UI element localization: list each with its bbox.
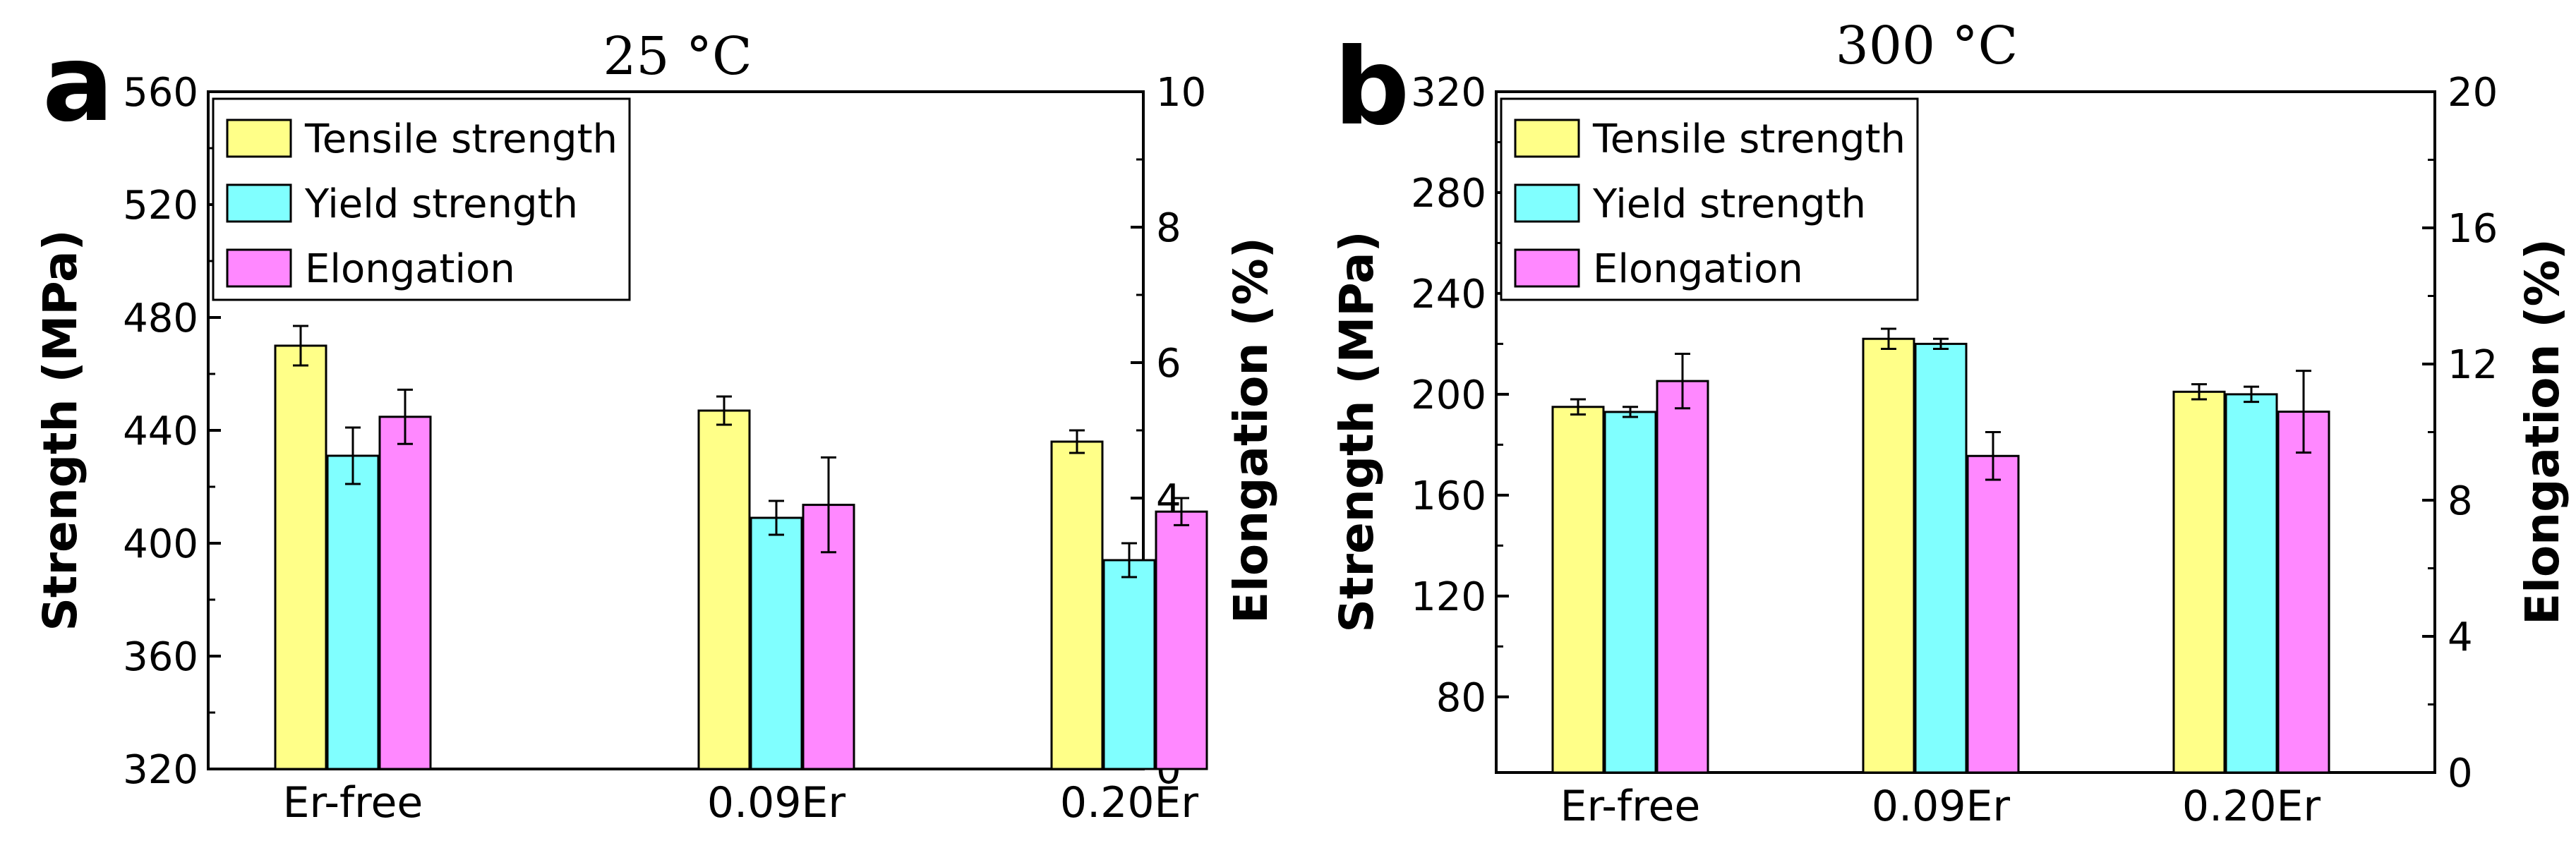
legend: Tensile strength Yield strength Elongati… [1500,97,1919,301]
bar-tensile-strength-0-20er [1050,440,1104,770]
bar-tensile-strength-er-free [1551,406,1605,774]
y-tick-label: 320 [123,747,198,793]
bar-tensile-strength-0-09er [697,409,751,770]
legend-label-elongation: Elongation [305,246,515,292]
legend-swatch-elongation [226,248,292,288]
bar-yield-strength-0-09er [1914,342,1968,774]
y-tick-label: 80 [1436,675,1486,721]
y2-tick-label: 16 [2448,206,2498,252]
y-tick-label: 240 [1411,272,1486,317]
y2-tick-label: 4 [2448,614,2473,660]
y2-tick-label: 20 [2448,70,2498,116]
bar-yield-strength-er-free [1603,411,1657,774]
legend-swatch-tensile-strength [1514,119,1580,158]
y2-tick-label: 8 [2448,478,2473,524]
legend-label-tensile-strength: Tensile strength [304,116,618,162]
y-tick-label: 320 [1411,70,1486,116]
x-tick-label: 0.20Er [2182,782,2321,831]
x-tick-label: Er-free [283,778,423,828]
y2-axis-label: Elongation (%) [1224,237,1278,624]
x-tick-label: Er-free [1560,782,1701,831]
x-tick-label: 0.09Er [1872,782,2011,831]
y-tick-label: 280 [1411,171,1486,217]
legend-swatch-tensile-strength [226,119,292,158]
y-tick-label: 160 [1411,473,1486,519]
legend-swatch-yield-strength [1514,183,1580,223]
legend-swatch-yield-strength [226,183,292,223]
bar-elongation-er-free [378,416,432,770]
y2-tick-label: 12 [2448,342,2498,388]
y2-tick-label: 8 [1156,205,1181,251]
y-tick-label: 480 [123,296,198,341]
x-tick-label: 0.20Er [1060,778,1199,828]
legend-label-elongation: Elongation [1593,246,1803,292]
y2-axis-label: Elongation (%) [2515,238,2570,625]
y2-tick-label: 10 [1156,70,1206,116]
y-tick-label: 360 [123,634,198,680]
y-tick-label: 440 [123,408,198,454]
chart-title: 25 °C [603,26,752,87]
y-tick-label: 520 [123,183,198,229]
y-tick-label: 560 [123,70,198,116]
bar-elongation-0-20er [2277,411,2330,774]
bar-tensile-strength-er-free [274,344,327,770]
bar-tensile-strength-0-09er [1862,337,1915,774]
y-tick-label: 200 [1411,372,1486,418]
chart-title: 300 °C [1836,16,2018,76]
panel-label: a [42,23,114,145]
legend-label-yield-strength: Yield strength [304,181,578,227]
bar-elongation-er-free [1656,380,1709,774]
legend-label-yield-strength: Yield strength [1592,181,1866,227]
x-tick-label: 0.09Er [707,778,846,828]
y2-tick-label: 6 [1156,341,1181,387]
bar-elongation-0-09er [1966,454,2020,774]
legend: Tensile strength Yield strength Elongati… [212,97,631,301]
y-tick-label: 120 [1411,574,1486,620]
y-tick-label: 400 [123,521,198,567]
bar-elongation-0-20er [1155,510,1208,770]
legend-label-tensile-strength: Tensile strength [1592,116,1906,162]
bar-tensile-strength-0-20er [2172,390,2226,774]
bar-yield-strength-0-20er [2225,393,2278,774]
bar-yield-strength-0-09er [750,516,803,770]
y-axis-label: Strength (MPa) [1330,231,1384,632]
panel-label: b [1334,26,1409,149]
y-axis-label: Strength (MPa) [33,229,88,631]
bar-yield-strength-er-free [326,454,380,770]
legend-swatch-elongation [1514,248,1580,288]
bar-yield-strength-0-20er [1102,559,1156,770]
y2-tick-label: 0 [2448,751,2473,796]
